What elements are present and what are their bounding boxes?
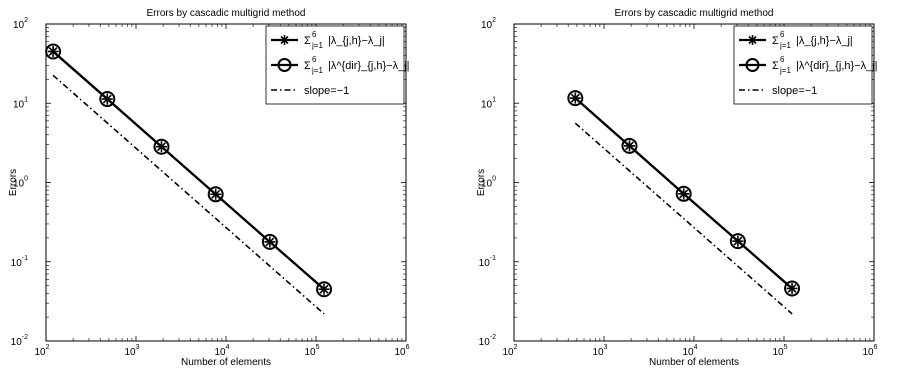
chart-title: Errors by cascadic multigrid method <box>615 8 774 19</box>
legend-circle-marker <box>277 58 292 72</box>
y-tick-exponent: -1 <box>490 255 496 262</box>
x-tick-label: 106 <box>862 344 877 358</box>
circle-marker <box>261 233 278 250</box>
legend-label: slope=−1 <box>304 85 349 97</box>
legend-label: |λ^{dir}_{j,h}−λ_j| <box>796 60 878 72</box>
y-tick-label: 102 <box>481 17 496 31</box>
circle-marker <box>675 185 692 202</box>
y-tick-exponent: 2 <box>24 17 28 24</box>
circle-marker <box>153 138 170 155</box>
y-tick-label: 102 <box>13 17 28 31</box>
series-line-2 <box>52 50 325 291</box>
legend-label: slope=−1 <box>772 85 817 97</box>
legend: Σ6j=1 |λ_{j,h}−λ_j|Σ6j=1 |λ^{dir}_{j,h}−λ_… <box>265 25 410 105</box>
x-tick-label: 102 <box>34 344 49 358</box>
circle-marker <box>99 91 116 108</box>
y-tick-exponent: -2 <box>490 334 496 341</box>
circle-marker <box>207 186 224 203</box>
circle-marker <box>45 43 62 60</box>
legend-sub: j=1 <box>779 66 791 75</box>
x-tick-label: 105 <box>772 344 787 358</box>
x-tick-label: 103 <box>592 344 607 358</box>
x-tick-exponent: 3 <box>604 344 608 351</box>
x-axis-label: Number of elements <box>649 357 739 368</box>
legend-label: |λ_{j,h}−λ_j| <box>796 35 853 47</box>
x-axis-label: Number of elements <box>181 357 271 368</box>
circle-marker <box>784 280 801 297</box>
y-axis-label: Errors <box>476 169 487 196</box>
series-line-2 <box>574 97 793 290</box>
star-marker <box>279 35 290 45</box>
x-tick-label: 106 <box>394 344 409 358</box>
y-tick-label: 10-2 <box>11 334 28 348</box>
legend-sub: j=1 <box>779 41 791 50</box>
y-tick-label: 101 <box>481 96 496 110</box>
legend-sigma: Σ <box>304 35 311 47</box>
y-tick-exponent: 1 <box>24 96 28 103</box>
x-tick-label: 103 <box>124 344 139 358</box>
x-tick-exponent: 5 <box>784 344 788 351</box>
legend-sub: j=1 <box>311 41 323 50</box>
circle-marker <box>316 281 333 298</box>
y-tick-label: 10-2 <box>479 334 496 348</box>
x-tick-exponent: 4 <box>226 344 230 351</box>
x-tick-exponent: 2 <box>46 344 50 351</box>
legend-label: |λ^{dir}_{j,h}−λ_j| <box>328 60 410 72</box>
legend-sigma: Σ <box>304 60 311 72</box>
legend-label: |λ_{j,h}−λ_j| <box>328 35 385 47</box>
x-tick-label: 104 <box>214 344 229 358</box>
x-tick-label: 104 <box>682 344 697 358</box>
x-tick-exponent: 4 <box>694 344 698 351</box>
chart-title: Errors by cascadic multigrid method <box>147 8 306 19</box>
legend-sigma: Σ <box>772 35 779 47</box>
y-tick-exponent: 0 <box>492 176 496 183</box>
legend-sup: 6 <box>312 55 317 64</box>
y-tick-exponent: 2 <box>492 17 496 24</box>
star-stroke <box>748 35 757 45</box>
legend-sub: j=1 <box>311 66 323 75</box>
circle-marker <box>621 137 638 154</box>
slope-reference-line <box>574 122 793 315</box>
legend: Σ6j=1 |λ_{j,h}−λ_j|Σ6j=1 |λ^{dir}_{j,h}−λ_… <box>733 25 878 105</box>
star-stroke <box>280 35 289 45</box>
y-axis-label: Errors <box>8 169 19 196</box>
y-tick-label: 10-1 <box>11 255 28 269</box>
star-marker <box>747 35 758 45</box>
x-tick-exponent: 3 <box>136 344 140 351</box>
slope-reference-line <box>52 74 325 315</box>
x-tick-exponent: 6 <box>874 344 878 351</box>
y-tick-exponent: -2 <box>22 334 28 341</box>
legend-sup: 6 <box>312 30 317 39</box>
legend-sigma: Σ <box>772 60 779 72</box>
y-tick-exponent: 0 <box>24 176 28 183</box>
x-tick-label: 105 <box>304 344 319 358</box>
circle-marker <box>729 233 746 250</box>
y-tick-label: 10-1 <box>479 255 496 269</box>
y-tick-label: 101 <box>13 96 28 110</box>
x-tick-exponent: 2 <box>514 344 518 351</box>
x-tick-label: 102 <box>502 344 517 358</box>
y-tick-exponent: 1 <box>492 96 496 103</box>
legend-sup: 6 <box>780 30 785 39</box>
legend-circle-marker <box>745 58 760 72</box>
legend-sup: 6 <box>780 55 785 64</box>
x-tick-exponent: 5 <box>316 344 320 351</box>
x-tick-exponent: 6 <box>406 344 410 351</box>
y-tick-exponent: -1 <box>22 255 28 262</box>
circle-marker <box>567 90 584 107</box>
